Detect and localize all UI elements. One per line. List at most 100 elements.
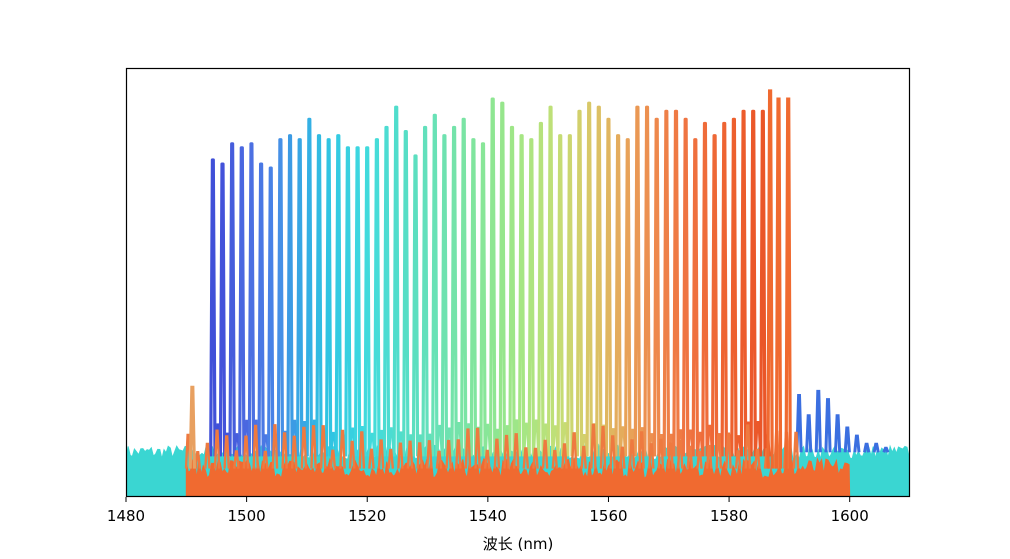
channel-peak-13 (334, 134, 342, 457)
orange-floor-spike (290, 435, 298, 469)
orange-floor-spike (426, 440, 433, 469)
orange-floor-spike (387, 448, 395, 469)
orange-floor-spike (715, 433, 723, 469)
cyan-peak-1 (805, 414, 813, 453)
orange-floor-spike (368, 448, 375, 469)
orange-floor-spike (754, 448, 761, 469)
cyan-peak-9 (882, 446, 890, 453)
orange-floor-spike (512, 433, 520, 469)
channel-peak-26 (460, 117, 468, 457)
orange-floor-spike (483, 449, 491, 469)
orange-peak-0 (188, 385, 196, 469)
orange-floor-spike (464, 428, 472, 469)
channel-peak-10 (305, 117, 313, 457)
channel-peak-2 (228, 142, 236, 457)
x-tick-label-1: 1500 (228, 507, 266, 525)
orange-floor-spike (541, 439, 549, 469)
channel-peak-19 (392, 105, 400, 457)
cyan-peak-3 (824, 398, 832, 453)
channel-peak-6 (267, 166, 275, 457)
channel-peak-28 (479, 142, 487, 457)
channel-peak-18 (382, 125, 391, 457)
channel-peak-31 (508, 125, 516, 457)
channel-peak-56 (749, 109, 757, 457)
orange-floor-spike (406, 440, 414, 469)
orange-floor-spike (358, 431, 366, 469)
channel-peak-40 (595, 105, 603, 457)
orange-floor-spike (493, 438, 501, 469)
cyan-peak-7 (863, 442, 871, 453)
orange-floor-spike (271, 424, 279, 469)
orange-floor-spike (599, 426, 607, 469)
channel-peak-0 (209, 158, 217, 457)
channel-peak-23 (431, 113, 439, 457)
orange-floor-spike (696, 450, 703, 469)
orange-floor-spike (628, 439, 636, 469)
orange-floor-spike (455, 439, 462, 469)
orange-floor-spike (503, 434, 510, 469)
orange-floor-spike (638, 431, 645, 469)
orange-floor-spike (744, 424, 752, 469)
channel-peak-15 (353, 146, 362, 457)
orange-floor-spike (339, 429, 346, 469)
channel-peak-32 (517, 134, 526, 457)
plot-frame (125, 67, 911, 498)
channel-peak-33 (527, 138, 535, 457)
orange-floor-spike (676, 440, 684, 469)
channel-peak-30 (498, 101, 506, 457)
orange-floor-spike (252, 424, 259, 469)
channel-peak-1 (218, 162, 227, 457)
channel-peak-25 (450, 125, 458, 457)
channel-peak-37 (566, 134, 574, 457)
orange-floor-spike (609, 435, 616, 469)
orange-floor-spike (194, 451, 202, 469)
orange-floor-spike (445, 439, 452, 469)
channel-peak-49 (681, 117, 690, 457)
orange-floor-spike (705, 444, 713, 469)
channel-peak-20 (402, 130, 410, 457)
orange-floor-spike (348, 440, 356, 469)
channel-peak-43 (624, 138, 632, 457)
orange-floor-spike (233, 450, 240, 469)
channel-peak-34 (537, 121, 545, 457)
channel-peak-24 (440, 134, 449, 457)
x-tick-label-3: 1540 (469, 507, 507, 525)
channel-peak-47 (662, 109, 671, 457)
series-layer (126, 89, 910, 497)
channel-peak-35 (546, 105, 555, 457)
cyan-peak-8 (872, 442, 880, 453)
channel-peak-7 (276, 138, 285, 457)
channel-peak-36 (556, 134, 564, 457)
channel-peak-29 (489, 97, 497, 457)
orange-floor-spike (686, 445, 694, 469)
channel-peak-53 (720, 121, 728, 457)
x-tick-label-6: 1600 (831, 507, 869, 525)
orange-floor-spike (792, 431, 800, 469)
channel-peak-44 (633, 105, 642, 457)
orange-floor-spike (435, 450, 443, 469)
orange-floor-spike (551, 449, 559, 469)
orange-floor-spike (648, 443, 655, 469)
cyan-peak-2 (814, 389, 822, 453)
channel-peak-21 (411, 154, 420, 457)
channel-peak-48 (672, 109, 680, 457)
channel-peak-38 (575, 109, 584, 457)
orange-floor-spike (667, 442, 674, 469)
orange-peak-2 (774, 97, 783, 469)
x-axis-label: 波长 (nm) (483, 535, 554, 553)
orange-floor-spike (310, 425, 317, 469)
x-tick-label-2: 1520 (348, 507, 386, 525)
x-tick-label-5: 1580 (710, 507, 748, 525)
channel-peak-27 (469, 138, 478, 457)
channel-peak-41 (604, 117, 613, 457)
orange-floor-spike (319, 425, 327, 469)
cyan-peak-4 (834, 414, 842, 453)
orange-floor-spike (580, 445, 587, 469)
x-tick-label-4: 1560 (589, 507, 627, 525)
channel-peak-5 (257, 162, 265, 457)
channel-peak-3 (238, 146, 246, 457)
orange-peak-1 (766, 89, 774, 469)
channel-peak-50 (691, 138, 699, 457)
orange-floor-spike (734, 450, 742, 469)
